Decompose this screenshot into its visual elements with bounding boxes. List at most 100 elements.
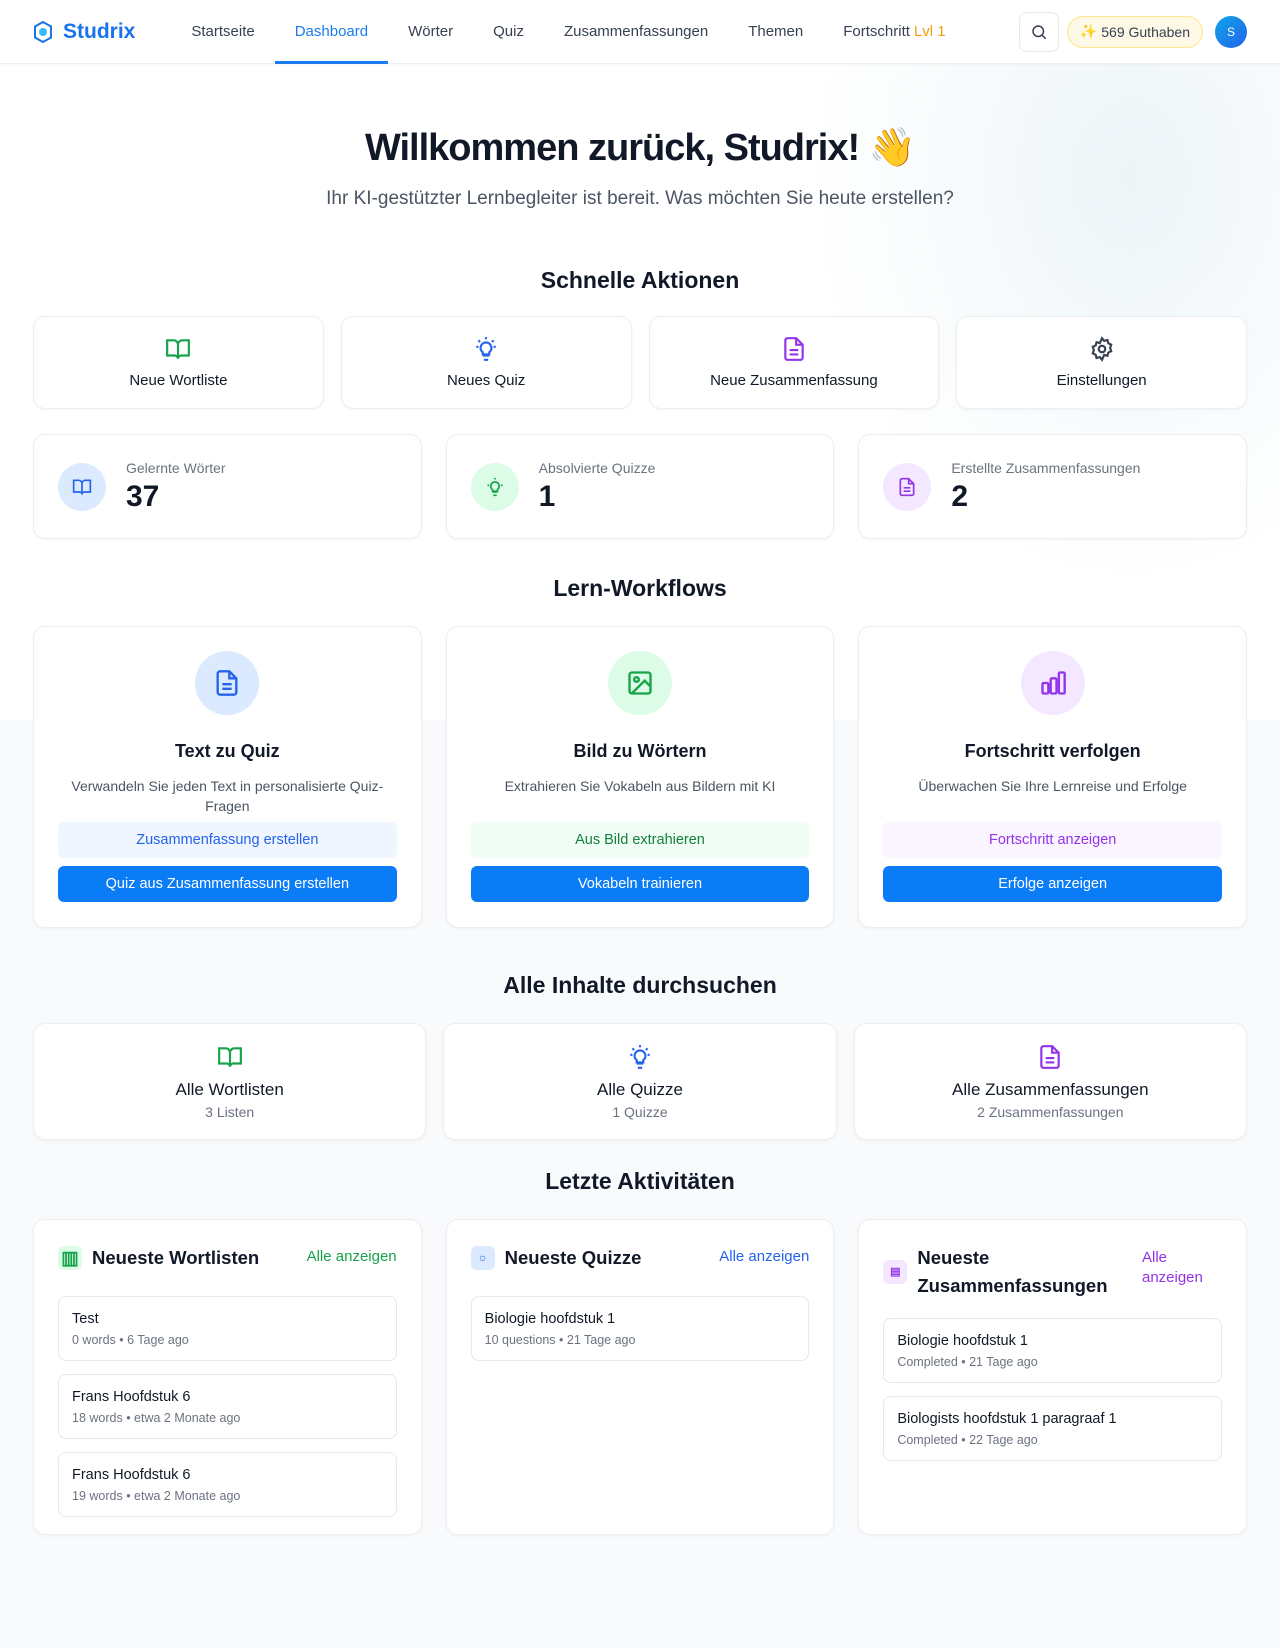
lightbulb-icon [476, 337, 496, 361]
browse-wordlists[interactable]: Alle Wortlisten 3 Listen [33, 1023, 427, 1140]
list-item[interactable]: Frans Hoofdstuk 6 19 words • etwa 2 Monat… [58, 1452, 397, 1517]
avatar[interactable]: S [1215, 15, 1247, 48]
view-all-link[interactable]: Alle anzeigen [1141, 1249, 1203, 1286]
recent-title: Neueste Quizze [504, 1247, 642, 1268]
list-item[interactable]: Biologie hoofdstuk 1 Completed • 21 Tage … [883, 1318, 1222, 1383]
browse-count: 2 Zusammenfassungen [977, 1103, 1124, 1120]
page-subtitle: Ihr KI-gestützter Lernbegleiter ist bere… [326, 188, 954, 209]
workflow-title: Text zu Quiz [174, 741, 280, 761]
book-icon [166, 339, 191, 359]
workflow-desc: Verwandeln Sie jeden Text in personalisi… [71, 778, 384, 814]
quiz-from-summary-button[interactable]: Quiz aus Zusammenfassung erstellen [58, 866, 397, 902]
document-icon: ▤ [883, 1260, 908, 1284]
recent-title: Neueste Wortlisten [92, 1247, 260, 1268]
quick-new-wordlist[interactable]: Neue Wortliste [33, 316, 324, 409]
workflow-title: Fortschritt verfolgen [964, 741, 1141, 761]
item-meta: Completed • 22 Tage ago [897, 1433, 1038, 1447]
stat-label: Absolvierte Quizze [538, 459, 656, 476]
logo-icon [34, 20, 52, 43]
view-all-link[interactable]: Alle anzeigen [719, 1248, 810, 1265]
create-summary-button[interactable]: Zusammenfassung erstellen [58, 822, 397, 858]
nav-fortschritt[interactable]: Fortschritt Lvl 1 [823, 0, 965, 64]
book-icon [58, 462, 106, 511]
list-item[interactable]: Biologists hoofdstuk 1 paragraaf 1 Comple… [883, 1396, 1222, 1461]
item-meta: 19 words • etwa 2 Monate ago [72, 1489, 241, 1503]
view-all-link[interactable]: Alle anzeigen [306, 1248, 397, 1265]
document-icon [1040, 1044, 1061, 1069]
book-icon [217, 1046, 242, 1067]
quick-settings[interactable]: Einstellungen [956, 316, 1247, 409]
browse-count: 1 Quizze [612, 1103, 668, 1120]
quick-label: Neues Quiz [446, 372, 526, 389]
credits-text: 569 Guthaben [1101, 23, 1190, 40]
train-vocab-button[interactable]: Vokabeln trainieren [470, 866, 810, 902]
search-icon [1032, 24, 1047, 39]
search-button[interactable] [1018, 11, 1059, 52]
lightbulb-icon: ☼ [470, 1246, 495, 1270]
top-nav: Studrix Startseite Dashboard Wörter Quiz… [0, 0, 1280, 64]
nav-quiz[interactable]: Quiz [493, 23, 524, 40]
browse-summaries[interactable]: Alle Zusammenfassungen 2 Zusammenfassunge… [853, 1023, 1247, 1140]
item-name: Frans Hoofdstuk 6 [72, 1467, 191, 1483]
list-item[interactable]: Test 0 words • 6 Tage ago [58, 1296, 397, 1361]
show-progress-button[interactable]: Fortschritt anzeigen [883, 822, 1222, 858]
nav-zusammenfassungen[interactable]: Zusammenfassungen [563, 23, 709, 40]
document-icon [784, 337, 804, 361]
level-badge: Lvl 1 [913, 23, 946, 40]
image-icon [607, 651, 672, 715]
workflow-title: Bild zu Wörtern [573, 741, 707, 761]
workflow-text-to-quiz: Text zu Quiz Verwandeln Sie jeden Text in… [33, 626, 422, 928]
stat-value: 1 [538, 479, 556, 513]
stat-value: 37 [126, 479, 160, 513]
document-icon [883, 462, 932, 511]
workflow-image-to-words: Bild zu Wörtern Extrahieren Sie Vokabeln … [445, 626, 835, 928]
quick-new-summary[interactable]: Neue Zusammenfassung [648, 316, 940, 409]
gear-icon [1091, 336, 1113, 362]
browse-label: Alle Wortlisten [175, 1079, 284, 1099]
list-item[interactable]: Frans Hoofdstuk 6 18 words • etwa 2 Monat… [58, 1374, 397, 1439]
bar-chart-icon [1020, 651, 1085, 715]
nav-fortschritt-label: Fortschritt [843, 23, 910, 40]
quick-label: Neue Zusammenfassung [710, 372, 878, 389]
nav-startseite[interactable]: Startseite [191, 23, 255, 40]
list-item[interactable]: Biologie hoofdstuk 1 10 questions • 21 Ta… [470, 1296, 810, 1361]
item-meta: 10 questions • 21 Tage ago [484, 1333, 636, 1347]
quick-actions-title: Schnelle Aktionen [540, 267, 740, 293]
item-name: Frans Hoofdstuk 6 [72, 1389, 191, 1405]
extract-from-image-button[interactable]: Aus Bild extrahieren [470, 822, 810, 858]
item-name: Biologists hoofdstuk 1 paragraaf 1 [897, 1411, 1117, 1427]
item-name: Test [72, 1311, 99, 1327]
recent-summaries: ▤ Neueste Zusammenfassungen Alle anzeigen … [858, 1219, 1247, 1535]
workflow-desc: Extrahieren Sie Vokabeln aus Bildern mit… [504, 778, 776, 794]
item-meta: Completed • 21 Tage ago [897, 1355, 1038, 1369]
workflow-desc: Überwachen Sie Ihre Lernreise und Erfolg… [918, 778, 1187, 794]
workflows-title: Lern-Workflows [553, 575, 727, 601]
browse-quizzes[interactable]: Alle Quizze 1 Quizze [443, 1023, 837, 1140]
nav-dashboard[interactable]: Dashboard [274, 0, 389, 64]
sparkle-icon: ✨ [1079, 23, 1098, 39]
show-achievements-button[interactable]: Erfolge anzeigen [883, 866, 1222, 902]
lightbulb-icon [470, 462, 519, 511]
browse-label: Alle Zusammenfassungen [952, 1079, 1149, 1099]
nav-woerter[interactable]: Wörter [408, 23, 454, 40]
workflow-track-progress: Fortschritt verfolgen Überwachen Sie Ihre… [858, 626, 1247, 928]
item-meta: 18 words • etwa 2 Monate ago [72, 1411, 241, 1425]
quick-label: Neue Wortliste [129, 372, 228, 389]
page-title: Willkommen zurück, Studrix! 👋 [364, 127, 916, 169]
recent-title: Neueste Zusammenfassungen [917, 1247, 1108, 1296]
recent-quizzes: ☼ Neueste Quizze Alle anzeigen Biologie ho… [445, 1219, 835, 1535]
book-icon: ▥ [58, 1246, 82, 1270]
stat-summaries: Erstellte Zusammenfassungen 2 [858, 434, 1247, 539]
browse-label: Alle Quizze [597, 1079, 683, 1099]
credits-badge[interactable]: ✨ 569 Guthaben [1066, 15, 1203, 48]
nav-themen[interactable]: Themen [748, 23, 804, 40]
document-icon [195, 651, 260, 715]
brand-name: Studrix [63, 19, 136, 43]
item-meta: 0 words • 6 Tage ago [72, 1333, 189, 1347]
quick-new-quiz[interactable]: Neues Quiz [340, 316, 632, 409]
quick-label: Einstellungen [1056, 372, 1147, 389]
item-name: Biologie hoofdstuk 1 [484, 1311, 616, 1327]
brand-logo[interactable]: Studrix [33, 20, 135, 44]
browse-title: Alle Inhalte durchsuchen [503, 972, 777, 998]
activity-title: Letzte Aktivitäten [545, 1168, 735, 1194]
